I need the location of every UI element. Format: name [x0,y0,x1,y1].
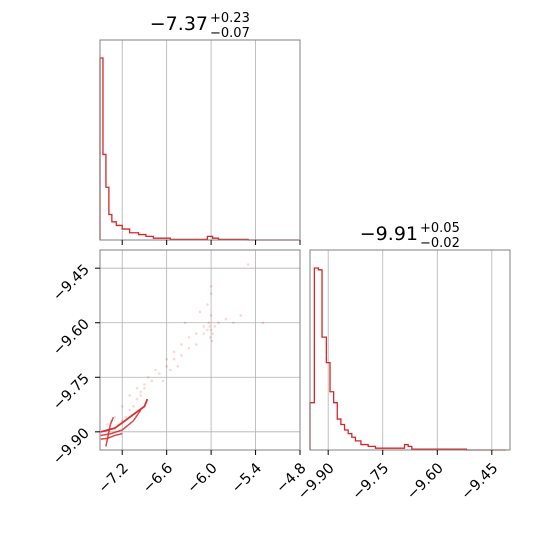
tl-bin-7 [130,233,139,240]
bl-point-20 [157,372,161,375]
bl-point-35 [202,325,206,328]
bl-point-48 [161,379,165,383]
bl-point-15 [194,343,198,346]
bl-point-45 [135,386,139,390]
bl-point-12 [239,314,243,317]
bl-point-31 [172,350,176,354]
br-title-median: −9.91 [360,223,418,245]
tl-title: −7.37 +0.23−0.07 [150,11,250,41]
bl-point-37 [209,285,213,288]
bl-point-19 [165,365,168,368]
bl-point-33 [187,335,191,339]
tl-bin-4 [112,222,116,240]
tl-title-minus: −0.07 [210,26,250,41]
bl-ytick-label-3: −9.90 [50,425,93,468]
tl-bin-6 [122,229,129,240]
tl-bin-5 [116,225,122,240]
br-bin-12 [355,441,360,450]
bl-point-5 [210,339,214,343]
bl-point-4 [207,321,211,325]
bl-point-26 [128,408,131,412]
bl-xtick-label-0: −7.2 [96,460,132,496]
bl-point-22 [143,386,146,390]
bl-scatter-points [106,263,265,430]
bl-point-6 [209,314,213,317]
bl-point-7 [206,328,209,332]
bl-ytick-label-2: −9.75 [50,371,93,414]
bl-point-18 [172,357,176,361]
bl-point-23 [139,394,143,397]
bl-point-34 [194,332,198,335]
bl-point-16 [187,346,191,350]
bl-point-47 [143,383,146,386]
br-bin-13 [361,445,368,450]
bl-point-27 [124,415,128,419]
bl-point-24 [135,397,139,401]
bl-ytick-label-0: −9.45 [50,262,93,305]
br-bin-3 [322,337,326,450]
bl-point-17 [180,354,183,357]
bl-point-53 [113,415,117,419]
bl-point-32 [180,343,183,346]
bl-point-43 [154,368,157,372]
bl-contour-3 [105,416,115,447]
bl-xtick-label-1: −6.6 [140,460,176,496]
tl-title-median: −7.37 [150,13,208,35]
bl-frame [99,249,301,451]
bl-point-50 [176,365,180,368]
bl-point-1 [208,325,211,328]
br-title-plus: +0.05 [420,221,460,236]
bl-point-36 [206,303,209,306]
bl-point-2 [211,332,214,335]
br-title: −9.91 +0.05−0.02 [360,221,460,251]
tl-title-plus: +0.23 [210,11,250,26]
bl-ytick-label-1: −9.60 [50,316,93,359]
br-xtick-label-1: −9.75 [350,460,393,503]
bl-point-25 [132,405,135,408]
bl-point-9 [217,321,220,325]
bl-contours [100,398,149,447]
bl-point-3 [209,335,212,339]
tl-bin-8 [139,235,146,240]
bl-point-55 [106,423,109,426]
bl-xtick-label-2: −6.0 [185,460,221,496]
bl-contour-0 [100,398,149,433]
bl-point-49 [169,368,172,372]
bl-point-42 [165,357,168,361]
bl-point-14 [202,332,206,335]
br-xtick-label-2: −9.60 [404,460,447,503]
bl-point-10 [224,317,228,321]
br-frame [309,249,511,451]
bl-point-21 [150,379,154,383]
bl-point-52 [120,405,124,408]
tl-frame [99,39,301,241]
br-title-minus: −0.02 [420,236,460,251]
bl-point-46 [128,394,131,397]
bl-point-51 [139,390,143,394]
br-histogram-line [309,267,507,451]
bl-point-11 [232,321,235,325]
bl-point-38 [246,263,250,266]
bl-point-41 [183,321,187,325]
br-bin-0 [310,403,314,450]
bl-point-13 [261,321,265,325]
bl-point-44 [146,375,150,379]
bl-point-8 [213,325,217,328]
tl-histogram-line [99,57,299,241]
br-xtick-label-3: −9.45 [459,460,502,503]
bl-point-0 [209,328,213,332]
bl-xtick-label-3: −5.4 [229,460,265,496]
bl-point-39 [209,292,213,295]
bl-contour-2 [100,432,123,440]
bl-point-40 [198,310,202,314]
